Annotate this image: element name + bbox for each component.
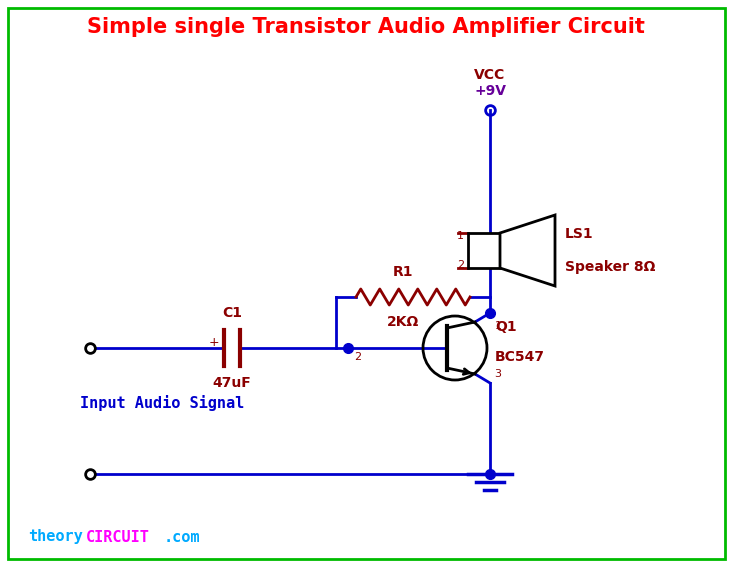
Text: +9V: +9V (474, 84, 506, 98)
Text: Input Audio Signal: Input Audio Signal (80, 395, 244, 411)
Text: VCC: VCC (474, 68, 506, 82)
Text: 47uF: 47uF (213, 376, 251, 390)
Text: 2: 2 (457, 260, 464, 270)
Text: Speaker 8Ω: Speaker 8Ω (565, 260, 655, 274)
Text: LS1: LS1 (565, 226, 594, 240)
Text: Q1: Q1 (495, 320, 517, 334)
Text: 2: 2 (354, 352, 361, 362)
Text: CIRCUIT: CIRCUIT (86, 530, 150, 544)
Text: +: + (208, 336, 219, 349)
Text: Simple single Transistor Audio Amplifier Circuit: Simple single Transistor Audio Amplifier… (87, 17, 645, 37)
Text: C1: C1 (222, 306, 242, 320)
Text: .com: .com (164, 530, 201, 544)
Text: BC547: BC547 (495, 350, 545, 364)
Text: 3: 3 (494, 369, 501, 379)
Polygon shape (500, 215, 555, 286)
Bar (468, 233, 500, 268)
Text: 2KΩ: 2KΩ (387, 315, 419, 329)
Text: 1: 1 (457, 231, 464, 241)
Text: R1: R1 (393, 265, 413, 279)
Text: 1: 1 (495, 321, 502, 331)
Text: theory: theory (28, 530, 83, 544)
